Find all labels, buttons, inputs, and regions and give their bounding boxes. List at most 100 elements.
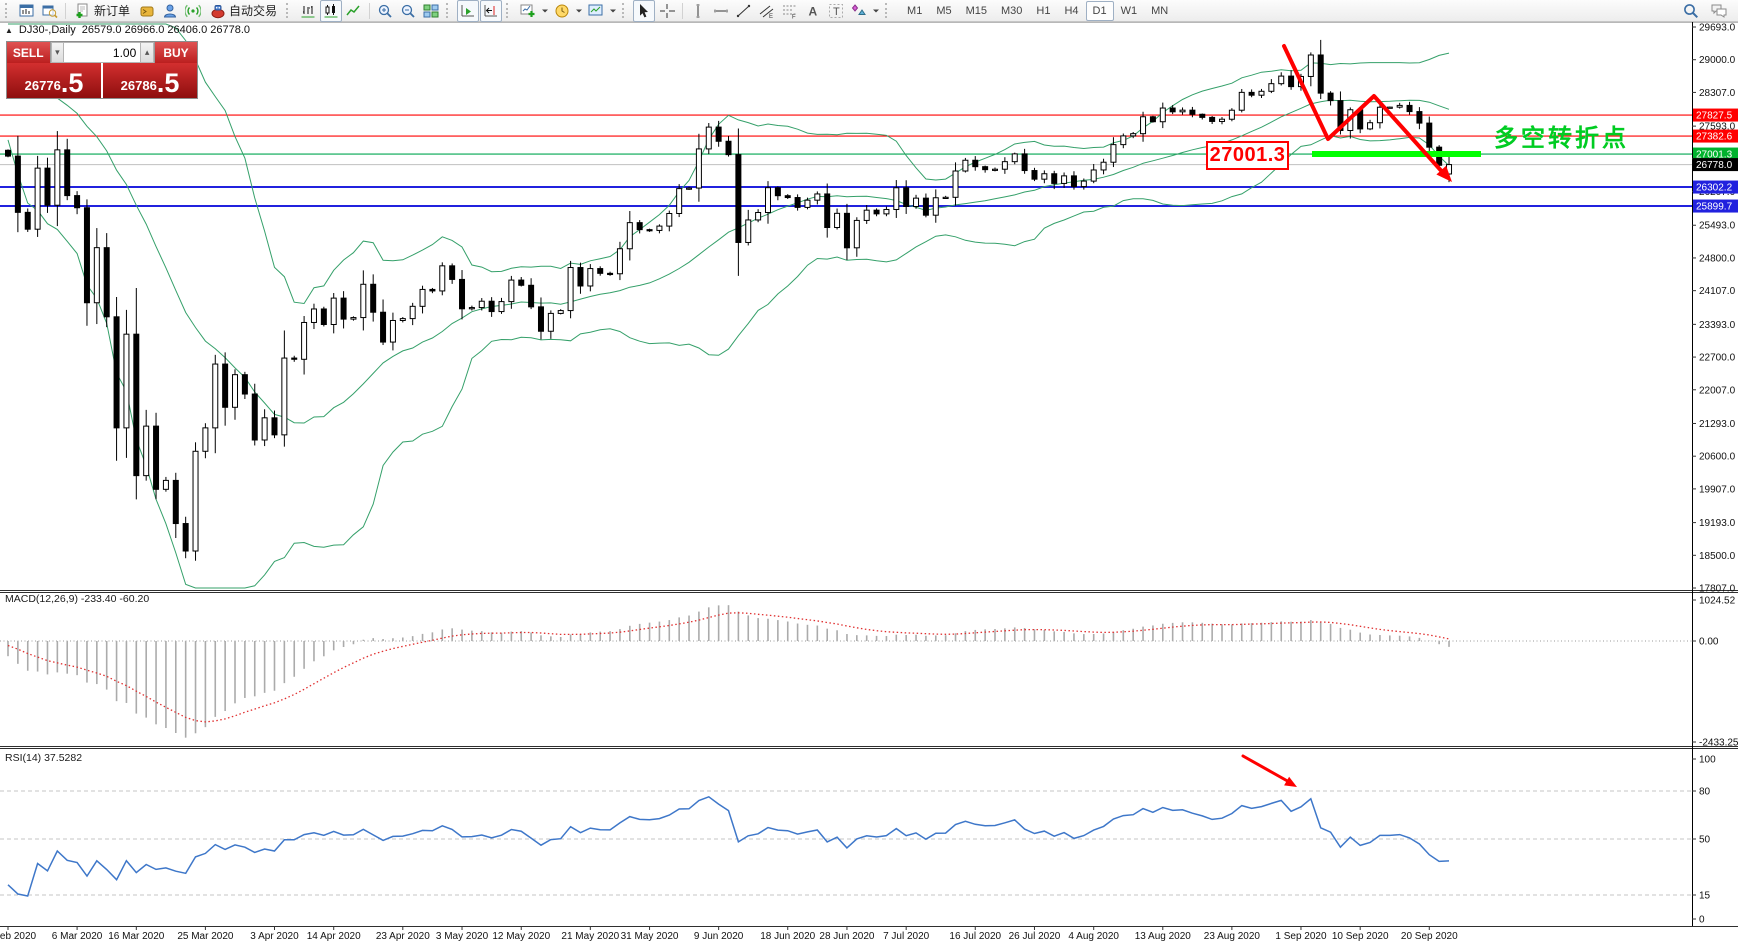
indicators-dropdown-icon[interactable] xyxy=(540,1,550,21)
periods-icon[interactable] xyxy=(551,0,573,22)
svg-text:27001.3: 27001.3 xyxy=(1696,150,1733,161)
chat-icon[interactable] xyxy=(1708,0,1730,22)
metaeditor-icon[interactable] xyxy=(136,0,158,22)
experts-icon[interactable] xyxy=(159,0,181,22)
toolbar-right-icons xyxy=(1680,0,1736,22)
svg-text:31 May 2020: 31 May 2020 xyxy=(621,931,679,942)
candlestick-chart-icon[interactable] xyxy=(320,0,343,22)
timeframe-M1[interactable]: M1 xyxy=(907,4,923,17)
periods-dropdown-icon[interactable] xyxy=(574,1,584,21)
svg-text:25 Mar 2020: 25 Mar 2020 xyxy=(177,931,234,942)
search-icon[interactable] xyxy=(1680,0,1702,22)
ohlc-values: 26579.0 26966.0 26406.0 26778.0 xyxy=(81,24,250,36)
auto-scroll-icon[interactable] xyxy=(457,0,480,22)
svg-text:27382.6: 27382.6 xyxy=(1696,132,1733,143)
sell-price[interactable]: 26776 .5 xyxy=(7,63,103,98)
svg-text:1024.52: 1024.52 xyxy=(1699,596,1736,607)
svg-text:16 Mar 2020: 16 Mar 2020 xyxy=(108,931,165,942)
svg-text:50: 50 xyxy=(1699,835,1711,846)
svg-text:25493.0: 25493.0 xyxy=(1699,221,1736,232)
svg-text:12 May 2020: 12 May 2020 xyxy=(492,931,550,942)
horizontal-line-icon[interactable] xyxy=(710,0,732,22)
text-icon[interactable]: A xyxy=(802,0,824,22)
svg-text:19907.0: 19907.0 xyxy=(1699,484,1736,495)
svg-text:13 Aug 2020: 13 Aug 2020 xyxy=(1135,931,1192,942)
zoom-in-icon[interactable] xyxy=(374,0,396,22)
equidistant-channel-icon[interactable]: E xyxy=(756,0,778,22)
symbol-period-label: DJ30-,Daily xyxy=(18,24,76,36)
toolbar-grip[interactable] xyxy=(446,3,453,18)
vertical-line-icon[interactable] xyxy=(687,0,709,22)
autotrading-button[interactable]: 自动交易 xyxy=(205,0,282,22)
zoom-out-icon[interactable] xyxy=(397,0,419,22)
trendline-icon[interactable] xyxy=(733,0,755,22)
svg-text:26302.2: 26302.2 xyxy=(1696,183,1733,194)
turning-point-label: 多空转折点 xyxy=(1494,125,1629,152)
toolbar-grip[interactable] xyxy=(506,3,513,18)
toolbar-grip[interactable] xyxy=(885,3,892,18)
cursor-icon[interactable] xyxy=(633,0,656,22)
svg-text:16 Jul 2020: 16 Jul 2020 xyxy=(949,931,1001,942)
timeframe-MN[interactable]: MN xyxy=(1151,4,1169,17)
fibonacci-icon[interactable]: F xyxy=(779,0,801,22)
svg-text:100: 100 xyxy=(1699,755,1716,766)
buy-button[interactable]: BUY xyxy=(154,42,197,63)
sell-price-main: 26776 xyxy=(24,78,61,93)
timeframe-M15[interactable]: M15 xyxy=(965,4,987,17)
timeframe-H1[interactable]: H1 xyxy=(1036,4,1051,17)
svg-text:15: 15 xyxy=(1699,891,1711,902)
chart-title: ▲ DJ30-,Daily 26579.0 26966.0 26406.0 26… xyxy=(5,24,250,36)
timeframe-W1[interactable]: W1 xyxy=(1120,4,1138,17)
bar-chart-icon[interactable] xyxy=(297,0,319,22)
volume-increase-button[interactable]: ▴ xyxy=(140,42,154,63)
collapse-triangle-icon[interactable]: ▲ xyxy=(5,26,13,35)
svg-text:23 Apr 2020: 23 Apr 2020 xyxy=(376,931,430,942)
svg-text:6 Mar 2020: 6 Mar 2020 xyxy=(52,931,103,942)
timeframe-H4[interactable]: H4 xyxy=(1064,4,1079,17)
svg-text:80: 80 xyxy=(1699,787,1711,798)
svg-text:-2433.25: -2433.25 xyxy=(1699,738,1738,749)
arrows-dropdown-icon[interactable] xyxy=(871,1,881,21)
arrows-icon[interactable] xyxy=(848,0,870,22)
timeframe-M30[interactable]: M30 xyxy=(1001,4,1023,17)
toolbar-grip[interactable] xyxy=(622,3,629,18)
macd-indicator-label: MACD(12,26,9) -233.40 -60.20 xyxy=(5,593,150,605)
svg-text:0: 0 xyxy=(1699,915,1705,926)
spinner-down-icon: ▾ xyxy=(55,47,60,57)
new-order-button[interactable]: 新订单 xyxy=(70,0,135,22)
templates-dropdown-icon[interactable] xyxy=(608,1,618,21)
svg-text:14 Apr 2020: 14 Apr 2020 xyxy=(307,931,361,942)
svg-text:4 Aug 2020: 4 Aug 2020 xyxy=(1068,931,1119,942)
svg-text:23393.0: 23393.0 xyxy=(1699,320,1736,331)
timeframe-group: M1 M5 M15 M30 H1 H4 D1 W1 MN xyxy=(900,0,1175,21)
svg-text:27827.5: 27827.5 xyxy=(1696,111,1733,122)
svg-text:29693.0: 29693.0 xyxy=(1699,23,1736,34)
timeframe-M5[interactable]: M5 xyxy=(936,4,952,17)
volume-input[interactable] xyxy=(64,42,141,63)
crosshair-icon[interactable] xyxy=(656,0,678,22)
toolbar-grip[interactable] xyxy=(286,3,293,18)
charts-window-icon[interactable] xyxy=(16,0,38,22)
templates-icon[interactable] xyxy=(585,0,607,22)
spinner-up-icon: ▴ xyxy=(144,47,150,57)
svg-text:T: T xyxy=(833,6,840,18)
toolbar-grip[interactable] xyxy=(5,3,12,18)
chart-shift-icon[interactable] xyxy=(480,0,503,22)
svg-text:28307.0: 28307.0 xyxy=(1699,88,1736,99)
svg-text:26778.0: 26778.0 xyxy=(1696,160,1733,171)
timeframe-D1[interactable]: D1 xyxy=(1085,0,1114,21)
signals-icon[interactable] xyxy=(182,0,204,22)
svg-text:21293.0: 21293.0 xyxy=(1699,419,1736,430)
sell-button[interactable]: SELL xyxy=(7,42,51,63)
svg-text:18 Jun 2020: 18 Jun 2020 xyxy=(760,931,815,942)
data-window-icon[interactable] xyxy=(39,0,61,22)
volume-decrease-button[interactable]: ▾ xyxy=(50,42,65,63)
tile-windows-icon[interactable] xyxy=(420,0,442,22)
price-annotation-box[interactable]: 27001.3 xyxy=(1206,141,1289,170)
text-label-icon[interactable]: T xyxy=(825,0,847,22)
svg-text:24800.0: 24800.0 xyxy=(1699,253,1736,264)
indicators-icon[interactable] xyxy=(517,0,539,22)
line-chart-icon[interactable] xyxy=(343,0,365,22)
buy-price[interactable]: 26786 .5 xyxy=(103,63,197,98)
